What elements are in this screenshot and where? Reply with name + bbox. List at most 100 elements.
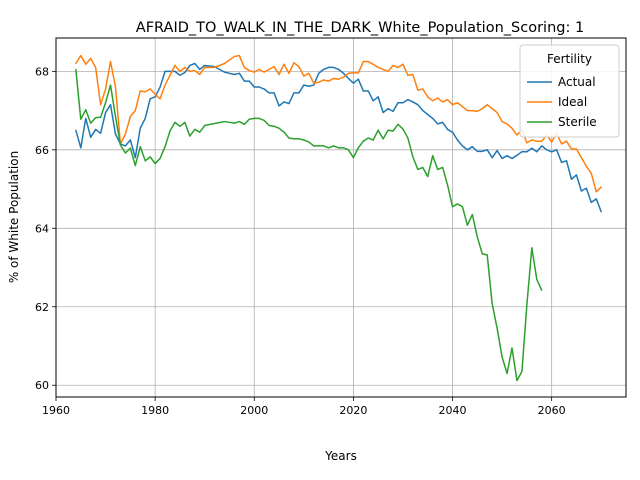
data-point-sterile xyxy=(114,115,117,118)
data-point-actual xyxy=(427,113,429,116)
data-point-ideal xyxy=(432,100,434,102)
data-point-sterile xyxy=(134,164,136,167)
data-point-actual xyxy=(422,109,424,112)
data-point-actual xyxy=(541,145,543,147)
data-point-ideal xyxy=(263,71,265,73)
data-point-actual xyxy=(511,157,513,160)
data-point-sterile xyxy=(387,129,389,131)
data-point-ideal xyxy=(590,172,592,174)
data-point-ideal xyxy=(491,108,493,110)
data-point-sterile xyxy=(169,130,171,132)
data-point-actual xyxy=(323,68,325,70)
data-point-actual xyxy=(268,92,270,94)
data-point-actual xyxy=(179,74,181,76)
data-point-actual xyxy=(328,66,330,69)
data-point-actual xyxy=(481,150,483,152)
data-point-actual xyxy=(332,66,335,69)
data-point-ideal xyxy=(214,66,216,69)
data-point-ideal xyxy=(372,63,374,65)
data-point-sterile xyxy=(332,145,335,147)
data-point-sterile xyxy=(471,213,473,216)
data-point-actual xyxy=(298,92,300,94)
data-point-sterile xyxy=(164,146,166,148)
data-point-ideal xyxy=(109,60,112,63)
data-point-ideal xyxy=(85,63,87,65)
data-point-sterile xyxy=(362,140,364,142)
data-point-actual xyxy=(575,174,578,176)
data-point-ideal xyxy=(600,186,602,188)
data-point-sterile xyxy=(337,147,340,149)
data-point-sterile xyxy=(303,139,305,141)
x-axis-label: Years xyxy=(324,449,357,463)
data-point-ideal xyxy=(184,66,186,69)
data-point-ideal xyxy=(456,102,459,104)
data-point-sterile xyxy=(476,236,478,238)
series-sterile xyxy=(75,68,543,382)
y-tick-label: 62 xyxy=(35,301,49,314)
data-point-ideal xyxy=(238,55,240,57)
legend-label-ideal: Ideal xyxy=(558,95,587,109)
data-point-actual xyxy=(531,147,533,149)
data-point-ideal xyxy=(318,81,320,83)
data-point-ideal xyxy=(506,123,508,125)
data-point-ideal xyxy=(516,134,518,136)
plot-area-frame xyxy=(55,37,627,398)
data-point-actual xyxy=(248,80,250,82)
data-point-actual xyxy=(90,136,92,138)
data-point-ideal xyxy=(194,69,196,72)
y-tick-label: 60 xyxy=(35,379,49,392)
data-point-sterile xyxy=(80,118,82,120)
data-point-actual xyxy=(149,98,151,100)
data-point-sterile xyxy=(531,247,533,249)
data-point-actual xyxy=(124,145,126,147)
data-point-ideal xyxy=(382,68,384,70)
data-point-actual xyxy=(585,187,587,189)
data-point-sterile xyxy=(501,356,503,358)
data-point-ideal xyxy=(104,88,107,90)
data-point-actual xyxy=(367,90,369,92)
data-point-actual xyxy=(342,72,345,74)
data-point-sterile xyxy=(199,131,201,133)
data-point-sterile xyxy=(268,124,270,127)
data-point-actual xyxy=(357,78,359,80)
data-point-sterile xyxy=(397,123,399,125)
legend-label-sterile: Sterile xyxy=(558,115,597,129)
data-point-actual xyxy=(139,127,141,129)
data-point-actual xyxy=(417,104,419,106)
data-point-ideal xyxy=(288,72,290,74)
data-point-actual xyxy=(313,84,315,86)
x-tick-label: 1980 xyxy=(141,404,169,417)
data-point-ideal xyxy=(268,68,270,70)
y-axis-label: % of White Population xyxy=(7,151,21,283)
data-point-sterile xyxy=(258,117,260,120)
series-ideal xyxy=(75,54,602,193)
data-point-sterile xyxy=(149,156,151,158)
data-point-actual xyxy=(114,133,117,135)
data-point-ideal xyxy=(144,91,146,93)
data-point-ideal xyxy=(397,66,399,69)
data-point-ideal xyxy=(293,62,295,64)
data-point-actual xyxy=(258,86,260,88)
data-point-actual xyxy=(387,108,389,110)
data-point-sterile xyxy=(119,144,122,146)
chart-title: AFRAID_TO_WALK_IN_THE_DARK_White_Populat… xyxy=(136,20,584,36)
data-point-sterile xyxy=(466,224,468,226)
data-point-actual xyxy=(100,132,102,134)
data-point-ideal xyxy=(164,84,166,86)
data-point-ideal xyxy=(114,86,117,88)
data-point-sterile xyxy=(293,138,295,140)
data-point-actual xyxy=(407,98,409,101)
data-point-sterile xyxy=(377,129,379,131)
data-point-actual xyxy=(75,129,77,131)
data-point-ideal xyxy=(437,97,439,99)
data-point-sterile xyxy=(541,289,543,291)
data-point-ideal xyxy=(308,72,310,74)
data-point-ideal xyxy=(367,60,369,63)
data-point-actual xyxy=(402,102,404,104)
data-point-actual xyxy=(546,149,548,151)
data-point-ideal xyxy=(565,140,568,142)
data-point-ideal xyxy=(352,72,354,74)
data-point-actual xyxy=(432,117,434,120)
data-point-actual xyxy=(496,150,498,152)
